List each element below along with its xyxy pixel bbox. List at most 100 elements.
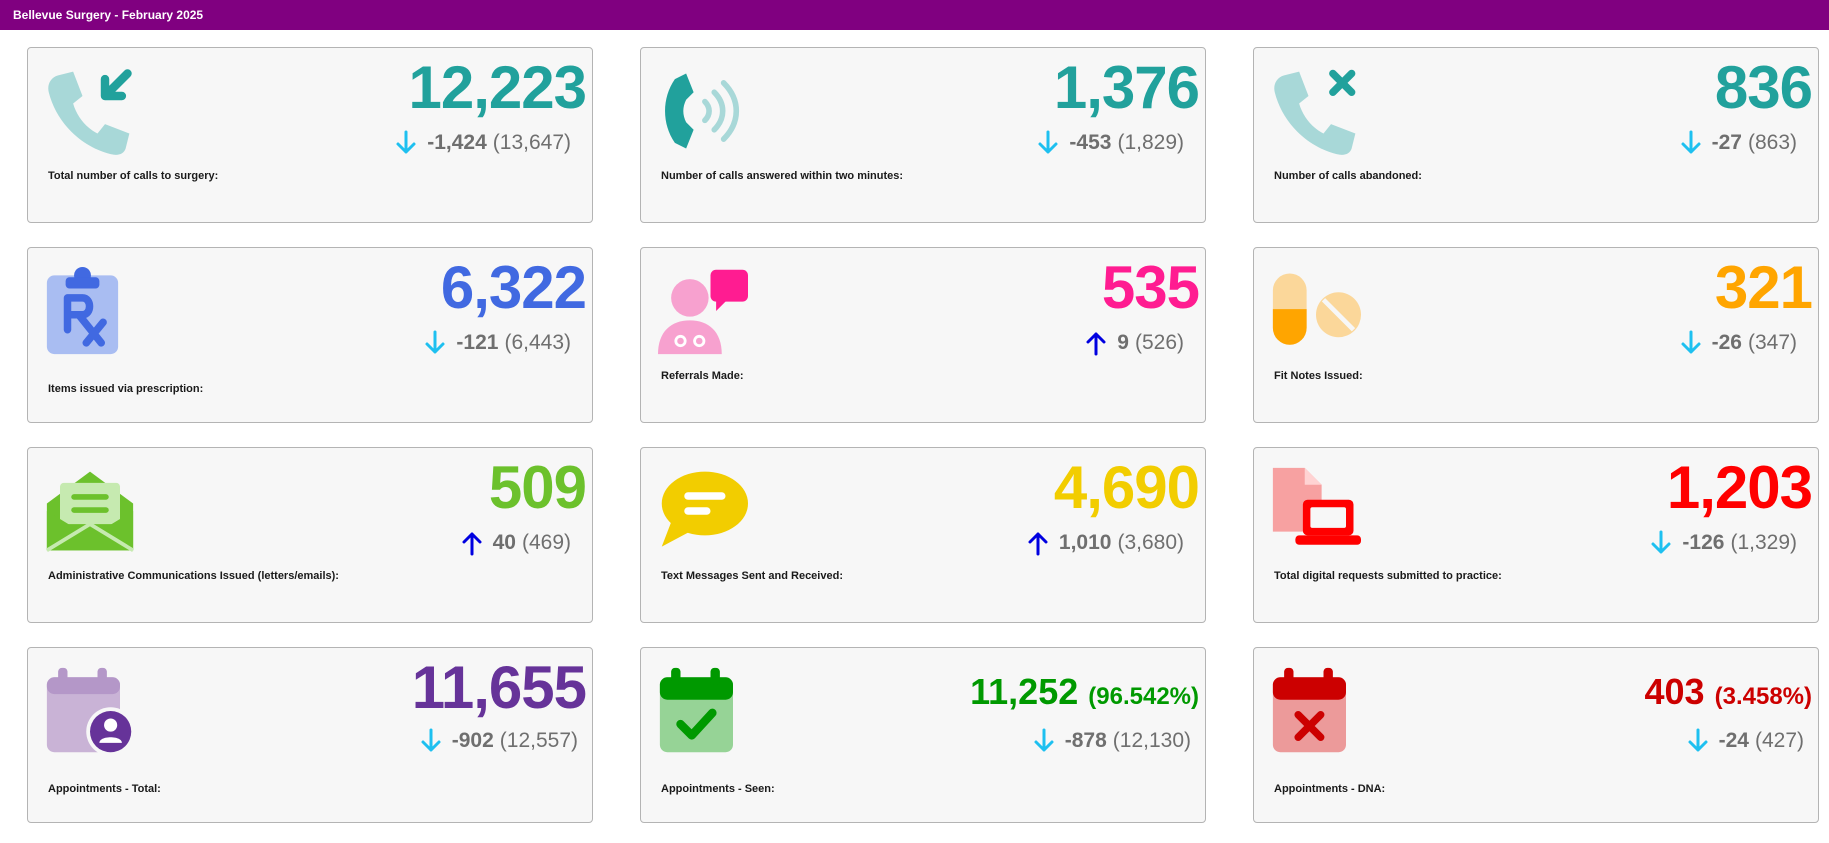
kpi-card-calls-abandoned: 836 -27 (863) Number of calls abandoned: xyxy=(1253,47,1819,223)
missed-call-icon xyxy=(1271,66,1361,156)
kpi-label: Appointments - Total: xyxy=(48,783,161,795)
kpi-change: -121 (6,443) xyxy=(420,328,571,358)
kpi-label: Appointments - DNA: xyxy=(1274,783,1386,795)
arrow-up-icon xyxy=(457,528,487,558)
kpi-value: 1,376 xyxy=(1053,54,1200,121)
kpi-delta: -1,424 xyxy=(427,131,487,154)
kpi-previous: (469) xyxy=(521,531,571,554)
kpi-label: Total digital requests submitted to prac… xyxy=(1274,570,1502,582)
pills-icon xyxy=(1271,266,1361,356)
kpi-delta: -453 xyxy=(1069,131,1112,154)
kpi-delta: 1,010 xyxy=(1058,531,1112,554)
kpi-delta: -126 xyxy=(1682,531,1725,554)
kpi-grid: 12,223 -1,424 (13,647) Total number of c… xyxy=(27,47,1819,823)
arrow-down-icon xyxy=(1646,528,1676,558)
kpi-previous: (1,329) xyxy=(1730,531,1797,554)
kpi-card-referrals: 535 9 (526) Referrals Made: xyxy=(640,247,1206,423)
kpi-change: 1,010 (3,680) xyxy=(1023,528,1184,558)
kpi-label: Fit Notes Issued: xyxy=(1274,370,1363,382)
kpi-previous: (6,443) xyxy=(504,331,571,354)
kpi-change: -1,424 (13,647) xyxy=(391,128,571,158)
kpi-label: Number of calls abandoned: xyxy=(1274,170,1422,182)
kpi-card-calls-answered: 1,376 -453 (1,829) Number of calls answe… xyxy=(640,47,1206,223)
kpi-card-fit-notes: 321 -26 (347) Fit Notes Issued: xyxy=(1253,247,1819,423)
kpi-value: 11,252 xyxy=(970,671,1079,712)
kpi-delta: 40 xyxy=(492,531,516,554)
kpi-value: 509 xyxy=(488,454,587,521)
kpi-previous: (427) xyxy=(1754,729,1804,752)
kpi-card-digital-requests: 1,203 -126 (1,329) Total digital request… xyxy=(1253,447,1819,623)
kpi-card-total-calls: 12,223 -1,424 (13,647) Total number of c… xyxy=(27,47,593,223)
kpi-previous: (3,680) xyxy=(1117,531,1184,554)
kpi-value-line: 403 (3.458%) xyxy=(1645,668,1812,721)
kpi-change: -902 (12,557) xyxy=(416,726,578,756)
kpi-delta: -26 xyxy=(1711,331,1742,354)
doctor-chat-icon xyxy=(658,266,748,356)
kpi-label: Referrals Made: xyxy=(661,370,744,382)
kpi-previous: (863) xyxy=(1747,131,1797,154)
kpi-percent: (3.458%) xyxy=(1714,683,1812,710)
kpi-value: 11,655 xyxy=(411,654,587,721)
arrow-down-icon xyxy=(1683,726,1713,756)
kpi-card-appointments-dna: 403 (3.458%) -24 (427) Appointments - DN… xyxy=(1253,647,1819,823)
calendar-user-icon xyxy=(45,666,135,756)
file-laptop-icon xyxy=(1271,466,1361,556)
kpi-value: 1,203 xyxy=(1666,454,1813,521)
kpi-label: Total number of calls to surgery: xyxy=(48,170,219,182)
kpi-percent: (96.542%) xyxy=(1088,683,1199,710)
kpi-delta: -27 xyxy=(1711,131,1742,154)
kpi-delta: -24 xyxy=(1718,729,1749,752)
kpi-label: Appointments - Seen: xyxy=(661,783,775,795)
arrow-down-icon xyxy=(1029,726,1059,756)
kpi-change: -453 (1,829) xyxy=(1033,128,1184,158)
kpi-change: -26 (347) xyxy=(1676,328,1797,358)
kpi-label: Items issued via prescription: xyxy=(48,383,204,395)
kpi-delta: -121 xyxy=(456,331,499,354)
arrow-down-icon xyxy=(391,128,421,158)
kpi-value: 535 xyxy=(1101,254,1200,321)
incoming-call-icon xyxy=(45,66,135,156)
kpi-card-appointments-total: 11,655 -902 (12,557) Appointments - Tota… xyxy=(27,647,593,823)
kpi-change: 40 (469) xyxy=(457,528,571,558)
arrow-up-icon xyxy=(1081,328,1111,358)
arrow-down-icon xyxy=(1676,128,1706,158)
kpi-change: -24 (427) xyxy=(1683,726,1804,756)
kpi-delta: -902 xyxy=(451,729,494,752)
arrow-down-icon xyxy=(1033,128,1063,158)
kpi-delta: 9 xyxy=(1117,331,1129,354)
kpi-previous: (526) xyxy=(1134,331,1184,354)
ringing-phone-icon xyxy=(658,66,748,156)
kpi-change: -27 (863) xyxy=(1676,128,1797,158)
kpi-card-appointments-seen: 11,252 (96.542%) -878 (12,130) Appointme… xyxy=(640,647,1206,823)
kpi-value: 403 xyxy=(1644,671,1705,712)
kpi-previous: (1,829) xyxy=(1117,131,1184,154)
calendar-x-icon xyxy=(1271,666,1361,756)
kpi-card-prescriptions: 6,322 -121 (6,443) Items issued via pres… xyxy=(27,247,593,423)
dashboard-title-bar: Bellevue Surgery - February 2025 xyxy=(0,0,1829,30)
prescription-clipboard-icon xyxy=(45,266,135,356)
kpi-label: Administrative Communications Issued (le… xyxy=(48,570,339,582)
arrow-down-icon xyxy=(420,328,450,358)
kpi-value: 6,322 xyxy=(440,254,587,321)
kpi-previous: (13,647) xyxy=(492,131,571,154)
kpi-value: 4,690 xyxy=(1053,454,1200,521)
message-bubble-icon xyxy=(658,466,748,556)
kpi-value: 836 xyxy=(1714,54,1813,121)
arrow-down-icon xyxy=(416,726,446,756)
kpi-label: Number of calls answered within two minu… xyxy=(661,170,904,182)
kpi-value-line: 11,252 (96.542%) xyxy=(970,668,1199,721)
kpi-value: 12,223 xyxy=(408,54,587,121)
kpi-value: 321 xyxy=(1714,254,1813,321)
calendar-check-icon xyxy=(658,666,748,756)
arrow-down-icon xyxy=(1676,328,1706,358)
kpi-label: Text Messages Sent and Received: xyxy=(661,570,843,582)
dashboard-title: Bellevue Surgery - February 2025 xyxy=(13,8,204,22)
kpi-delta: -878 xyxy=(1064,729,1107,752)
kpi-previous: (12,130) xyxy=(1112,729,1191,752)
kpi-previous: (12,557) xyxy=(499,729,578,752)
arrow-up-icon xyxy=(1023,528,1053,558)
open-envelope-icon xyxy=(45,466,135,556)
kpi-card-text-messages: 4,690 1,010 (3,680) Text Messages Sent a… xyxy=(640,447,1206,623)
kpi-previous: (347) xyxy=(1747,331,1797,354)
kpi-change: 9 (526) xyxy=(1081,328,1184,358)
